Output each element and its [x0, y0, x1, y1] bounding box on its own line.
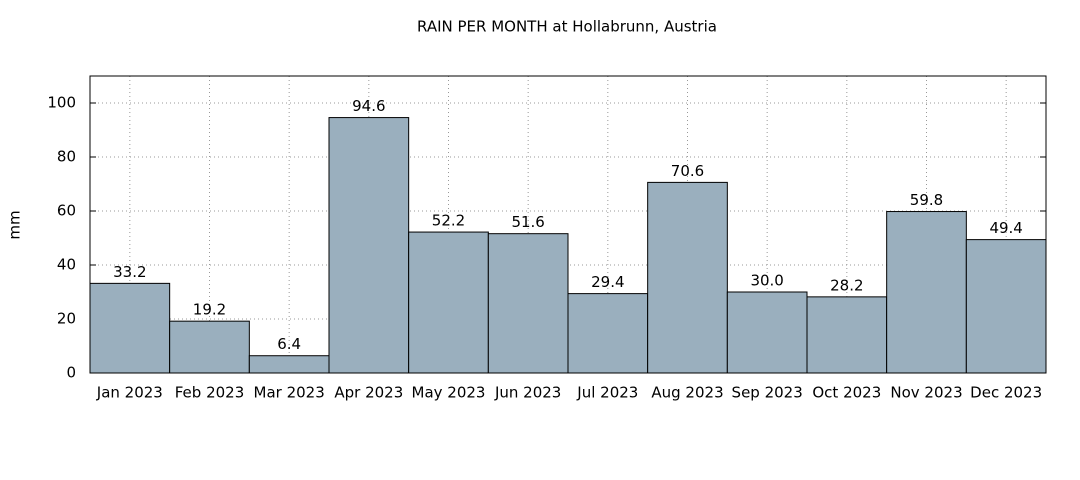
- bar: [965, 239, 1047, 374]
- bar: [169, 320, 250, 374]
- x-tick-label: Aug 2023: [651, 384, 723, 402]
- x-tick-label: Jul 2023: [576, 384, 638, 402]
- y-tick-label: 100: [47, 94, 76, 112]
- x-tick-label: Jun 2023: [494, 384, 561, 402]
- bar: [886, 211, 967, 374]
- x-tick-label: May 2023: [412, 384, 486, 402]
- bar: [328, 117, 410, 374]
- value-label: 52.2: [432, 212, 465, 230]
- y-tick-label: 80: [57, 148, 76, 166]
- bar: [248, 355, 330, 374]
- x-tick-label: Nov 2023: [890, 384, 962, 402]
- plot-frame: [89, 75, 1047, 374]
- value-label: 51.6: [511, 213, 544, 231]
- y-tick-label: 40: [57, 256, 76, 274]
- bar: [647, 181, 728, 374]
- y-tick-label: 60: [57, 202, 76, 220]
- value-label: 33.2: [113, 263, 146, 281]
- bar: [487, 233, 569, 374]
- value-label: 28.2: [830, 276, 863, 294]
- y-axis-label: mm: [6, 210, 24, 239]
- x-tick-label: Mar 2023: [254, 384, 325, 402]
- chart-title: RAIN PER MONTH at Hollabrunn, Austria: [417, 18, 717, 36]
- bar: [567, 293, 649, 374]
- value-label: 19.2: [193, 301, 226, 319]
- value-label: 70.6: [671, 162, 704, 180]
- value-label: 29.4: [591, 273, 624, 291]
- x-tick-label: Feb 2023: [175, 384, 245, 402]
- value-label: 6.4: [277, 335, 301, 353]
- value-label: 94.6: [352, 97, 385, 115]
- y-tick-label: 0: [66, 364, 76, 382]
- value-label: 59.8: [910, 191, 943, 209]
- bar: [89, 282, 171, 374]
- bar: [806, 296, 888, 374]
- x-tick-label: Apr 2023: [334, 384, 403, 402]
- bar: [408, 231, 489, 374]
- y-tick-label: 20: [57, 310, 76, 328]
- x-tick-label: Jan 2023: [96, 384, 163, 402]
- value-label: 30.0: [750, 272, 783, 290]
- x-tick-label: Dec 2023: [970, 384, 1042, 402]
- x-tick-label: Oct 2023: [812, 384, 881, 402]
- x-tick-label: Sep 2023: [732, 384, 803, 402]
- value-label: 49.4: [989, 219, 1022, 237]
- bar: [726, 291, 808, 374]
